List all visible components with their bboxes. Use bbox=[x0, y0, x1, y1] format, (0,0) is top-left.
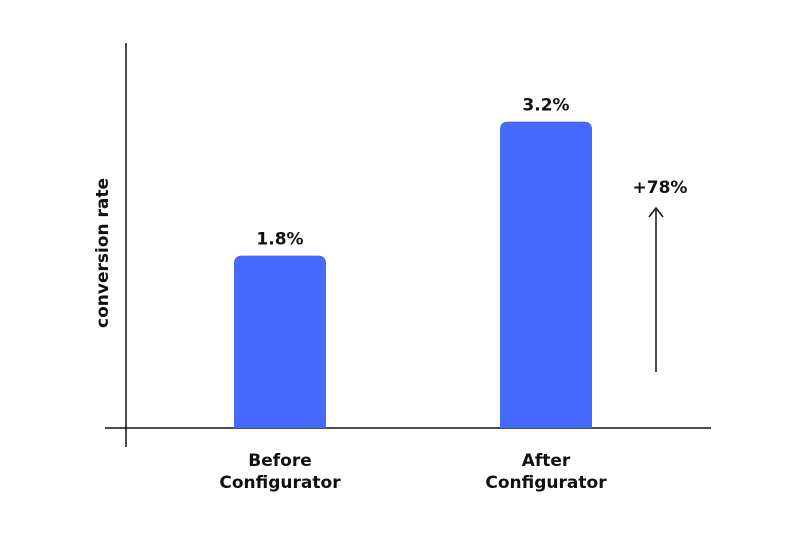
value-label: 3.2% bbox=[522, 96, 569, 116]
x-tick-label: After Configurator bbox=[485, 451, 607, 493]
value-label: 1.8% bbox=[256, 230, 303, 250]
bar bbox=[234, 255, 326, 428]
y-axis-label: conversion rate bbox=[93, 178, 113, 328]
annotation: +78% bbox=[633, 178, 688, 198]
bar bbox=[500, 121, 592, 428]
annotation-arrowhead bbox=[648, 206, 664, 218]
x-tick-label: Before Configurator bbox=[219, 451, 341, 493]
